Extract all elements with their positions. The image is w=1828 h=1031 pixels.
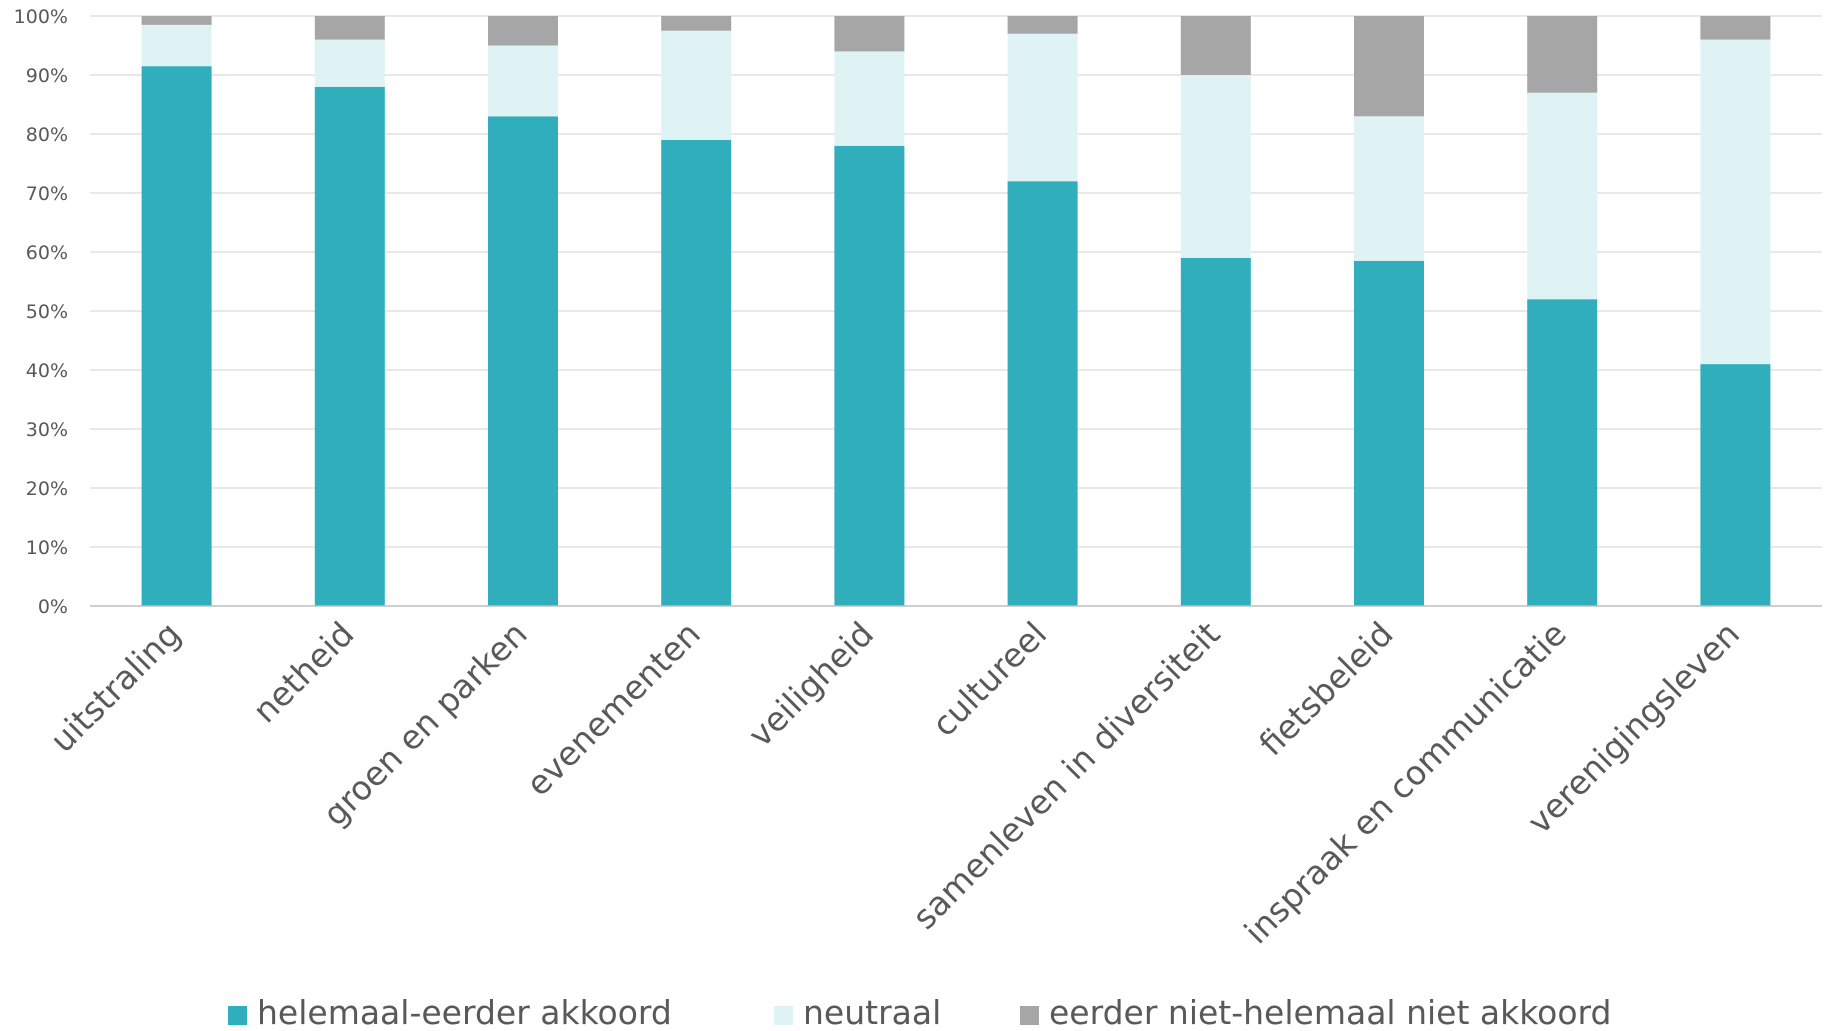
y-tick-label: 90% [26,65,68,87]
bar-segment-1 [141,66,212,606]
bar-segment-2 [488,45,558,117]
bar-segment-1 [1180,257,1251,606]
bar-segment-1 [661,139,732,606]
bar-segment-1 [1354,260,1424,606]
legend-swatch [228,1006,247,1025]
legend-label: helemaal-eerder akkoord [257,993,672,1031]
x-tick-label: evenementen [518,614,707,803]
legend: helemaal-eerder akkoord neutraal eerder ni… [228,993,1611,1031]
y-tick-label: 50% [26,301,68,323]
bars [141,16,1771,607]
bar-segment-2 [1007,33,1078,182]
x-tick-label: cultureel [924,614,1054,744]
y-tick-label: 20% [26,478,68,500]
bar-segment-3 [661,16,732,31]
bar-segment-1 [1007,181,1078,606]
y-tick-label: 30% [26,419,68,441]
bar-segment-2 [834,51,905,146]
x-tick-label: netheid [245,614,361,730]
bar-segment-3 [141,16,212,25]
bar-segment-3 [1180,16,1251,75]
legend-label: eerder niet-helemaal niet akkoord [1049,993,1611,1031]
bar-segment-2 [661,30,732,140]
y-tick-label: 100% [14,6,68,28]
bar-segment-1 [1700,364,1771,606]
bar-segment-3 [834,16,905,52]
bar-segment-2 [1354,116,1424,261]
bar-segment-1 [1527,299,1598,606]
y-axis-ticks: 0% 10% 20% 30% 40% 50% 60% 70% 80% 90% 100% [14,6,68,618]
bar-segment-3 [1007,16,1078,34]
x-tick-label: fietsbeleid [1251,614,1400,763]
bar-segment-1 [488,116,558,607]
y-tick-label: 40% [26,360,68,382]
bar-segment-2 [1700,39,1771,365]
bar-segment-1 [314,86,385,607]
x-tick-label: inspraak en communicatie [1237,614,1574,951]
bar-segment-3 [1527,16,1598,93]
y-tick-label: 60% [26,242,68,264]
bar-segment-2 [1527,92,1598,300]
bar-segment-2 [141,24,212,67]
bar-segment-2 [1180,75,1251,258]
x-tick-label: uitstraling [42,614,188,760]
x-tick-label: veiligheid [741,614,881,754]
bar-segment-2 [314,39,385,87]
y-tick-label: 70% [26,183,68,205]
legend-label: neutraal [803,993,941,1031]
x-tick-label: samenleven in diversiteit [905,614,1228,937]
bar-segment-3 [488,16,558,46]
y-tick-label: 10% [26,537,68,559]
bar-segment-3 [1354,16,1424,117]
y-tick-label: 0% [38,596,68,618]
bar-segment-1 [834,145,905,607]
legend-swatch [774,1006,793,1025]
bar-segment-3 [1700,16,1771,40]
y-tick-label: 80% [26,124,68,146]
legend-swatch [1020,1006,1039,1025]
bar-segment-3 [314,16,385,40]
